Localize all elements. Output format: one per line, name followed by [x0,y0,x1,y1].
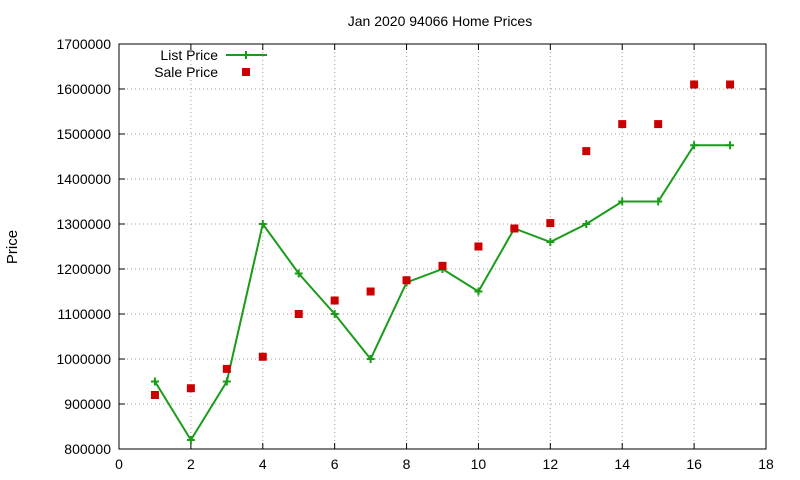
data-point [726,141,735,150]
data-point [474,287,483,296]
series-line [154,144,731,442]
y-tick-label: 1200000 [56,261,111,277]
y-tick-label: 1400000 [56,171,111,187]
x-tick-label: 8 [403,456,411,472]
data-point [330,296,339,305]
data-point [510,224,519,233]
x-tick-label: 16 [686,456,702,472]
data-point [294,310,303,318]
grid [119,44,766,449]
axis-ticks: 0 2 4 6 8 10 12 14 16 18 800000 900000 1000000 110000… [56,36,774,472]
data-point [654,197,663,206]
data-point [258,352,267,361]
y-tick-label: 1000000 [56,351,111,367]
data-point [186,384,195,393]
y-tick-label: 800000 [64,441,111,457]
x-tick-label: 6 [331,456,339,472]
data-point [186,436,195,444]
series [150,80,735,444]
y-tick-label: 1500000 [56,126,111,142]
plot-frame [118,43,767,450]
data-point [150,391,159,399]
data-point [222,364,231,373]
data-point [654,120,663,129]
data-point [690,80,699,89]
data-point [330,310,339,318]
data-point [546,238,555,246]
series-list-price [150,141,735,444]
legend-marker [242,68,250,76]
chart-title: Jan 2020 94066 Home Prices [348,13,532,29]
legend-marker [242,51,250,59]
y-tick-label: 1600000 [56,81,111,97]
data-point [546,219,555,228]
x-tick-label: 10 [471,456,487,472]
y-tick-label: 900000 [64,396,111,412]
x-tick-label: 4 [259,456,267,472]
data-point [726,80,735,89]
series-sale-price [150,80,735,399]
x-tick-label: 14 [614,456,630,472]
data-point [222,377,231,386]
data-point [582,220,591,228]
data-point [150,377,159,386]
y-tick-label: 1100000 [58,306,112,322]
x-tick-label: 0 [115,456,123,472]
data-point [582,147,591,156]
y-tick-label: 1700000 [56,36,111,52]
y-tick-label: 1300000 [56,216,111,232]
y-axis-label: Price [4,230,21,264]
x-tick-label: 2 [187,456,195,472]
data-point [402,276,411,285]
data-point [618,120,627,129]
data-point [474,242,483,251]
data-point [366,287,375,296]
x-tick-label: 18 [758,456,774,472]
data-point [366,355,375,363]
data-point [438,261,447,270]
legend-label: List Price [160,47,218,63]
x-tick-label: 12 [543,456,559,472]
data-point [258,220,267,228]
data-point [618,197,627,206]
legend-label: Sale Price [154,64,218,80]
data-point [690,141,699,150]
data-point [294,269,303,278]
